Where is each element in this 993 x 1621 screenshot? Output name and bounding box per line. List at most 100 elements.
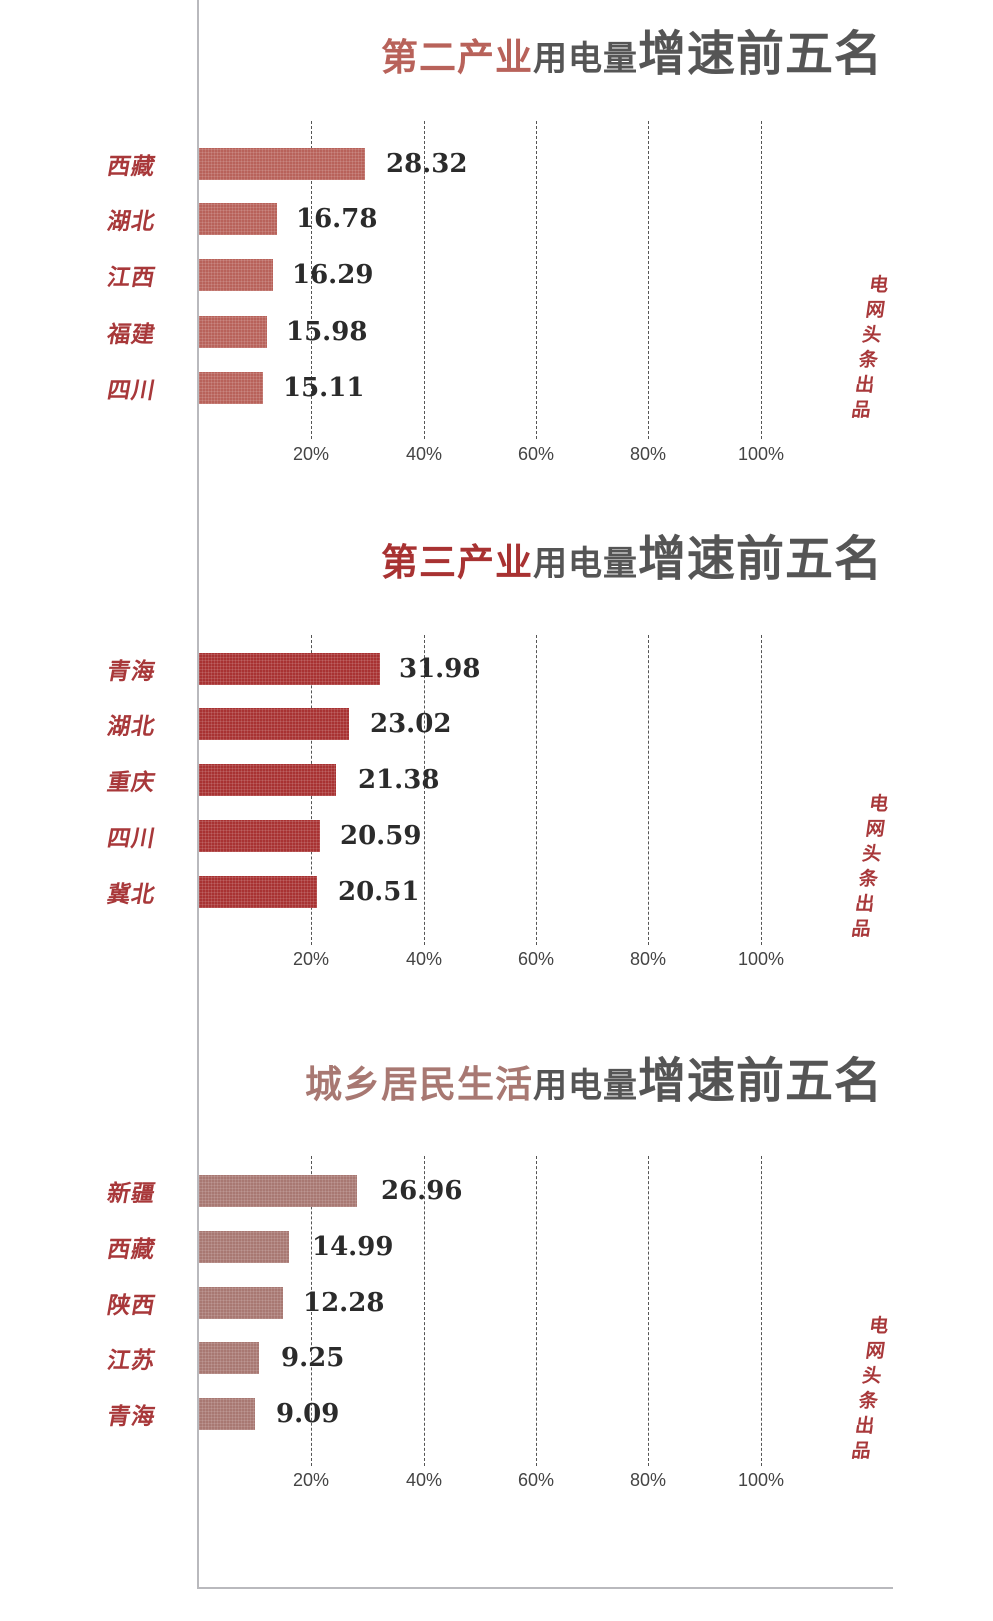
title-mid: 用电量	[532, 39, 638, 79]
x-tick-label: 40%	[405, 949, 443, 969]
bar-row: 江苏 9.25	[0, 1342, 993, 1374]
gridline-40	[424, 1156, 425, 1466]
bar	[199, 820, 320, 852]
value-label: 9.09	[276, 1399, 340, 1429]
x-tick-label: 80%	[629, 1470, 667, 1490]
x-tick-label: 100%	[737, 1470, 785, 1490]
category-label: 陕西	[105, 1293, 158, 1319]
x-tick-label: 100%	[737, 949, 785, 969]
x-tick-label: 20%	[292, 444, 330, 464]
value-label: 15.11	[283, 373, 365, 403]
x-tick-label: 60%	[517, 1470, 555, 1490]
x-tick-label: 40%	[405, 444, 443, 464]
bar-row: 新疆 26.96	[0, 1175, 993, 1207]
gridline-80	[648, 1156, 649, 1466]
value-label: 16.78	[296, 204, 378, 234]
gridline-20	[311, 121, 312, 439]
x-tick-label: 100%	[737, 444, 785, 464]
bar	[199, 316, 267, 348]
bar-row: 陕西 12.28	[0, 1287, 993, 1319]
chart-title: 第二产业用电量增速前五名	[381, 30, 883, 78]
bar	[199, 1342, 259, 1374]
category-label: 新疆	[105, 1181, 158, 1207]
value-label: 20.59	[340, 821, 422, 851]
value-label: 9.25	[281, 1343, 345, 1373]
value-label: 23.02	[370, 709, 452, 739]
bar-row: 重庆 21.38	[0, 764, 993, 796]
title-accent: 第三产业	[380, 541, 533, 584]
gridline-100	[761, 121, 762, 439]
value-label: 20.51	[338, 877, 420, 907]
bar-row: 江西 16.29	[0, 259, 993, 291]
x-tick-label: 80%	[629, 949, 667, 969]
credit-char: 出	[853, 1415, 876, 1437]
bar	[199, 1287, 283, 1319]
gridline-60	[536, 1156, 537, 1466]
chart-tertiary-industry: 第三产业用电量增速前五名 青海 31.98 湖北 23.02 重庆 21.38 …	[0, 535, 993, 969]
x-tick-label: 80%	[629, 444, 667, 464]
title-mid: 用电量	[532, 544, 638, 584]
bar	[199, 708, 349, 740]
chart-title: 第三产业用电量增速前五名	[381, 535, 883, 583]
credit-char: 网	[864, 1340, 887, 1362]
bar	[199, 764, 336, 796]
bar-row: 四川 20.59	[0, 820, 993, 852]
credit-char: 品	[850, 1440, 873, 1462]
bar-row: 西藏 28.32	[0, 148, 993, 180]
x-tick-label: 20%	[292, 1470, 330, 1490]
gridline-80	[648, 121, 649, 439]
y-axis-line	[197, 0, 199, 1589]
bar	[199, 372, 263, 404]
value-label: 31.98	[399, 654, 481, 684]
credit-char: 电	[867, 1315, 890, 1337]
chart-secondary-industry: 第二产业用电量增速前五名 西藏 28.32 湖北 16.78 江西 16.29 …	[0, 0, 993, 480]
x-tick-label: 60%	[517, 949, 555, 969]
value-label: 14.99	[312, 1232, 394, 1262]
gridline-40	[424, 635, 425, 945]
value-label: 16.29	[292, 260, 374, 290]
gridline-40	[424, 121, 425, 439]
bar-row: 湖北 23.02	[0, 708, 993, 740]
category-label: 江苏	[105, 1348, 158, 1374]
credit-char: 头	[860, 1365, 883, 1387]
gridline-80	[648, 635, 649, 945]
bar	[199, 1175, 357, 1207]
credit-char: 条	[857, 1390, 880, 1412]
title-mid: 用电量	[532, 1066, 638, 1106]
bar	[199, 1398, 255, 1430]
value-label: 21.38	[358, 765, 440, 795]
value-label: 28.32	[386, 149, 468, 179]
x-tick-label: 40%	[405, 1470, 443, 1490]
x-tick-label: 60%	[517, 444, 555, 464]
gridline-20	[311, 1156, 312, 1466]
bar-row: 西藏 14.99	[0, 1231, 993, 1263]
title-accent: 城乡居民生活	[304, 1063, 533, 1106]
bar-row: 福建 15.98	[0, 316, 993, 348]
bar	[199, 876, 317, 908]
gridline-60	[536, 121, 537, 439]
value-label: 12.28	[303, 1288, 385, 1318]
bar	[199, 259, 273, 291]
bar-row: 青海 9.09	[0, 1398, 993, 1430]
bar-row: 湖北 16.78	[0, 203, 993, 235]
bar	[199, 203, 277, 235]
title-big: 增速前五名	[637, 531, 883, 587]
gridline-60	[536, 635, 537, 945]
x-axis-baseline	[197, 1587, 893, 1589]
gridline-100	[761, 635, 762, 945]
gridline-100	[761, 1156, 762, 1466]
title-big: 增速前五名	[637, 26, 883, 82]
category-label: 西藏	[105, 1237, 158, 1263]
value-label: 15.98	[286, 317, 368, 347]
bar	[199, 148, 365, 180]
chart-title: 城乡居民生活用电量增速前五名	[305, 1057, 883, 1105]
value-label: 26.96	[381, 1176, 463, 1206]
title-big: 增速前五名	[637, 1053, 883, 1109]
source-credit: 电 网 头 条 出 品	[846, 1314, 893, 1464]
bar-row: 四川 15.11	[0, 372, 993, 404]
x-tick-label: 20%	[292, 949, 330, 969]
bar-row: 青海 31.98	[0, 653, 993, 685]
bar-row: 冀北 20.51	[0, 876, 993, 908]
bar	[199, 653, 380, 685]
